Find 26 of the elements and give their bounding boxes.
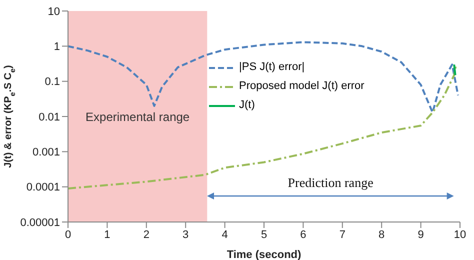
x-tick-label: 10: [454, 228, 466, 241]
line-series: [68, 41, 460, 114]
y-tick-label: 0.00001: [20, 216, 60, 229]
x-axis-title: Time (second): [226, 249, 302, 260]
y-tick-label: 0.1: [44, 76, 60, 88]
y-tick-label: 10: [48, 6, 60, 18]
y-tick-label: 0.01: [38, 111, 60, 124]
annotation: Prediction range: [286, 174, 374, 191]
y-tick-label: 1: [54, 41, 60, 54]
x-tick-label: 6: [300, 228, 306, 241]
x-tick-label: 2: [143, 228, 150, 241]
x-tick-label: 8: [378, 228, 385, 241]
y-tick-label: 0.0001: [26, 182, 60, 194]
x-tick-label: 4: [222, 228, 228, 241]
line-series: [68, 64, 458, 190]
x-tick-label: 3: [182, 228, 189, 241]
x-tick-label: 5: [260, 228, 268, 241]
x-tick-label: 7: [339, 228, 346, 241]
x-tick-label: 0: [64, 228, 72, 241]
legend-label: J(t): [239, 98, 255, 113]
y-tick-label: 0.001: [32, 146, 60, 159]
x-tick-label: 9: [418, 228, 424, 241]
x-tick-label: 1: [104, 228, 110, 241]
legend-label: |PS J(t) error|: [239, 60, 305, 75]
band-label: Experimental range: [86, 110, 190, 124]
legend-label: Proposed model J(t) error: [239, 79, 364, 94]
